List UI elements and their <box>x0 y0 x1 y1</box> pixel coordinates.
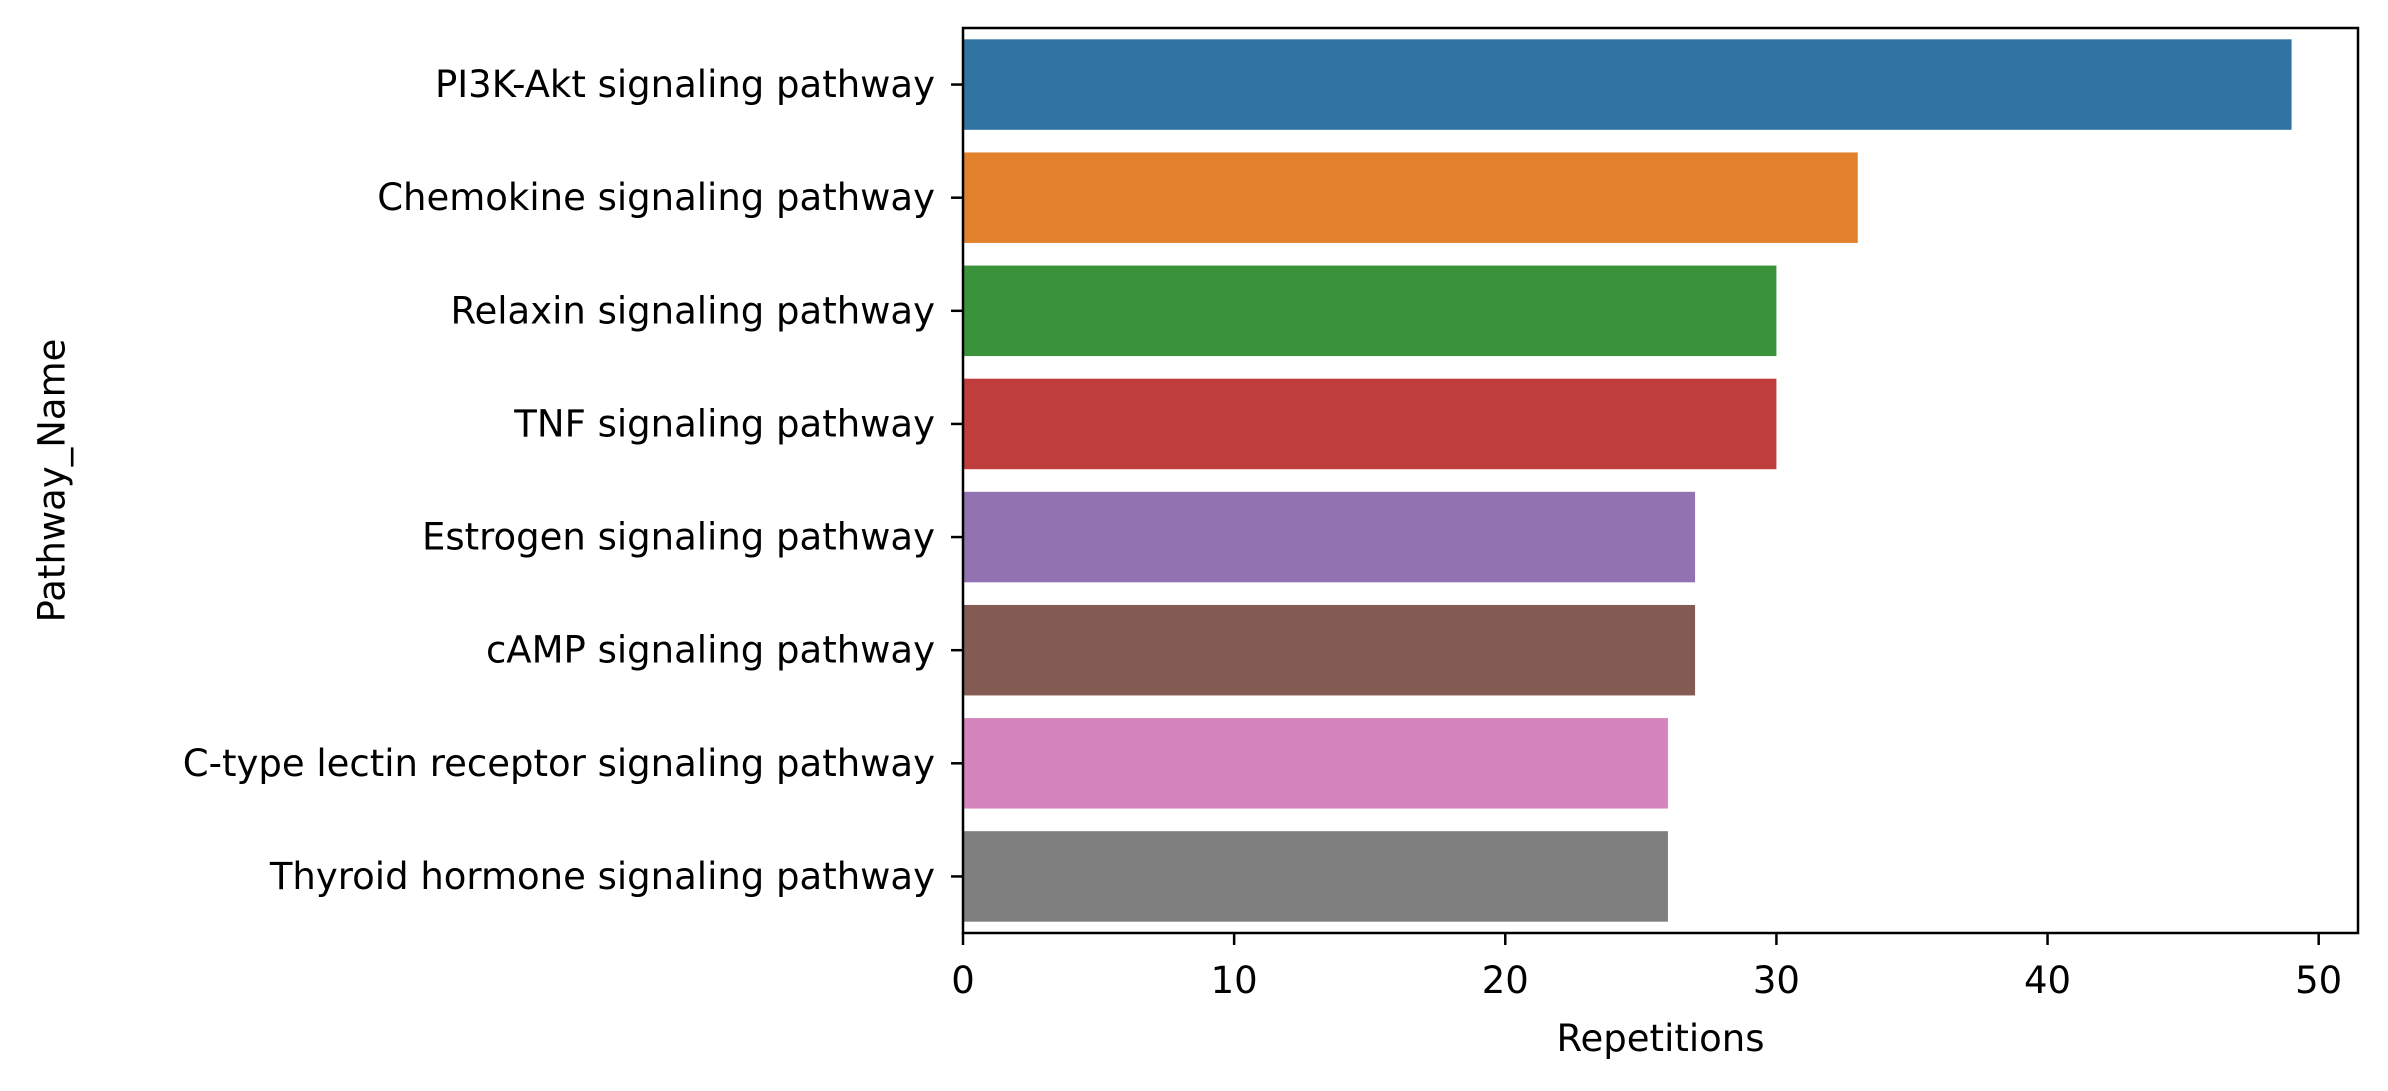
axes-frame <box>961 26 2360 935</box>
x-tick-label: 30 <box>1753 959 1800 1002</box>
y-tick-label: cAMP signaling pathway <box>486 629 935 672</box>
bar <box>963 831 1668 922</box>
bar <box>963 39 2292 130</box>
x-tick-label: 10 <box>1211 959 1258 1002</box>
x-axis-label: Repetitions <box>1557 1017 1765 1060</box>
y-tick-label: Thyroid hormone signaling pathway <box>269 855 935 898</box>
y-tick-label: TNF signaling pathway <box>513 402 935 445</box>
bar <box>963 491 1696 583</box>
x-tick-label: 0 <box>951 959 975 1002</box>
bar <box>963 152 1858 243</box>
y-tick-label: Estrogen signaling pathway <box>422 516 935 559</box>
y-tick-label: Relaxin signaling pathway <box>450 289 935 332</box>
x-tick-label: 40 <box>2024 959 2071 1002</box>
y-ticks: PI3K-Akt signaling pathway Chemokine sign… <box>183 63 963 898</box>
bar <box>963 718 1668 809</box>
x-ticks: 0 10 20 30 40 50 <box>951 933 2342 1002</box>
x-tick-label: 50 <box>2295 959 2342 1002</box>
y-tick-label: PI3K-Akt signaling pathway <box>435 63 935 106</box>
bar <box>963 265 1777 357</box>
bars-group <box>963 39 2292 922</box>
y-tick-label: C-type lectin receptor signaling pathway <box>183 742 935 785</box>
y-tick-label: Chemokine signaling pathway <box>377 176 935 219</box>
bar <box>963 604 1696 696</box>
bar <box>963 378 1777 470</box>
y-axis-label: Pathway_Name <box>31 339 74 623</box>
x-tick-label: 20 <box>1482 959 1529 1002</box>
